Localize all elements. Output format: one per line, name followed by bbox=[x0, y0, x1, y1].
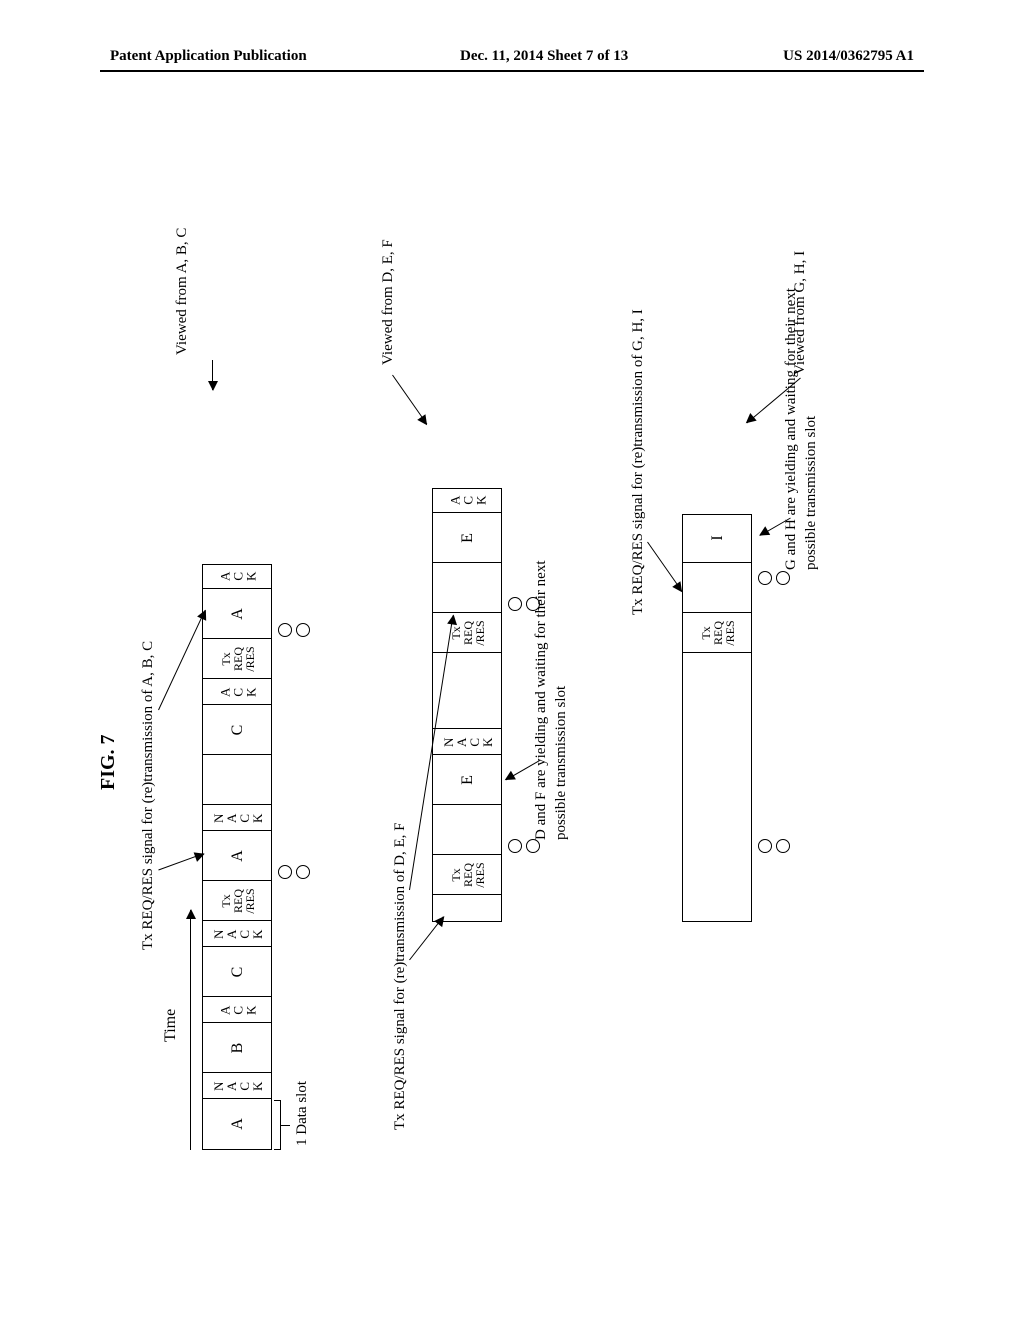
circle-marker bbox=[296, 623, 310, 637]
circle-marker bbox=[278, 865, 292, 879]
arrow-def-right bbox=[392, 375, 427, 425]
cell-label: B bbox=[230, 1043, 246, 1054]
header-right: US 2014/0362795 A1 bbox=[783, 48, 914, 65]
figure-label: FIG. 7 bbox=[97, 734, 120, 790]
cell-label: A bbox=[230, 850, 246, 862]
cell-label: E bbox=[460, 775, 476, 785]
time-axis-label: Time bbox=[162, 1009, 180, 1042]
cell-label: Tx REQ /RES bbox=[450, 862, 486, 887]
arrow-abc-top-2 bbox=[158, 610, 205, 710]
cell-label: N A C K bbox=[212, 1081, 264, 1091]
cell-label: A C K bbox=[449, 495, 488, 505]
circle-marker bbox=[526, 839, 540, 853]
timeline-row-abc: A N A C K B A C K C N A C K Tx REQ /RES A N A C … bbox=[202, 564, 272, 1150]
cell-label: C bbox=[230, 967, 246, 978]
circle-marker bbox=[526, 597, 540, 611]
circle-marker bbox=[278, 623, 292, 637]
cell-label: A bbox=[230, 608, 246, 620]
circle-marker bbox=[776, 839, 790, 853]
arrow-abc-right bbox=[212, 360, 213, 390]
cell-label: A C K bbox=[219, 1005, 258, 1015]
circle-marker bbox=[758, 571, 772, 585]
cell-label: C bbox=[230, 725, 246, 736]
ann-abc-top: Tx REQ/RES signal for (re)transmission o… bbox=[140, 641, 157, 950]
circle-marker bbox=[296, 865, 310, 879]
circle-marker bbox=[508, 597, 522, 611]
circle-marker bbox=[758, 839, 772, 853]
ann-ghi-bottom: G and H are yielding and waiting for the… bbox=[782, 288, 821, 570]
cell-label: N A C K bbox=[442, 737, 494, 747]
data-slot-label: 1 Data slot bbox=[294, 1081, 311, 1146]
header-left: Patent Application Publication bbox=[110, 48, 307, 65]
figure-stage: FIG. 7 Time AN A C KBA C KCN A C KTx REQ… bbox=[112, 170, 912, 1270]
timeline-row-def: Tx REQ /RESEN A C KTx REQ /RESEA C K bbox=[432, 488, 502, 922]
circle-marker bbox=[508, 839, 522, 853]
ann-abc-right: Viewed from A, B, C bbox=[174, 228, 191, 355]
arrow-def-top-1 bbox=[409, 916, 444, 960]
cell-label: Tx REQ /RES bbox=[220, 888, 256, 913]
ann-def-top: Tx REQ/RES signal for (re)transmission o… bbox=[392, 823, 409, 1130]
cell-label: N A C K bbox=[212, 929, 264, 939]
cell-label: A C K bbox=[219, 687, 258, 697]
ann-ghi-top: Tx REQ/RES signal for (re)transmission o… bbox=[630, 309, 647, 615]
cell-label: Tx REQ /RES bbox=[220, 646, 256, 671]
header-center: Dec. 11, 2014 Sheet 7 of 13 bbox=[460, 48, 628, 65]
ann-def-right: Viewed from D, E, F bbox=[380, 239, 397, 365]
arrow-ghi-top bbox=[647, 542, 682, 592]
time-arrow bbox=[190, 910, 191, 1150]
cell-label: I bbox=[710, 535, 726, 540]
timeline-row-ghi: Tx REQ /RES I bbox=[682, 514, 752, 922]
circle-marker bbox=[776, 571, 790, 585]
cell-label: A bbox=[230, 1118, 246, 1130]
cell-label: N A C K bbox=[212, 813, 264, 823]
cell-label: Tx REQ /RES bbox=[700, 620, 736, 645]
arrow-abc-top-1 bbox=[158, 853, 203, 870]
header-rule bbox=[100, 70, 924, 72]
cell-label: A C K bbox=[219, 571, 258, 581]
cell-label: E bbox=[460, 533, 476, 543]
